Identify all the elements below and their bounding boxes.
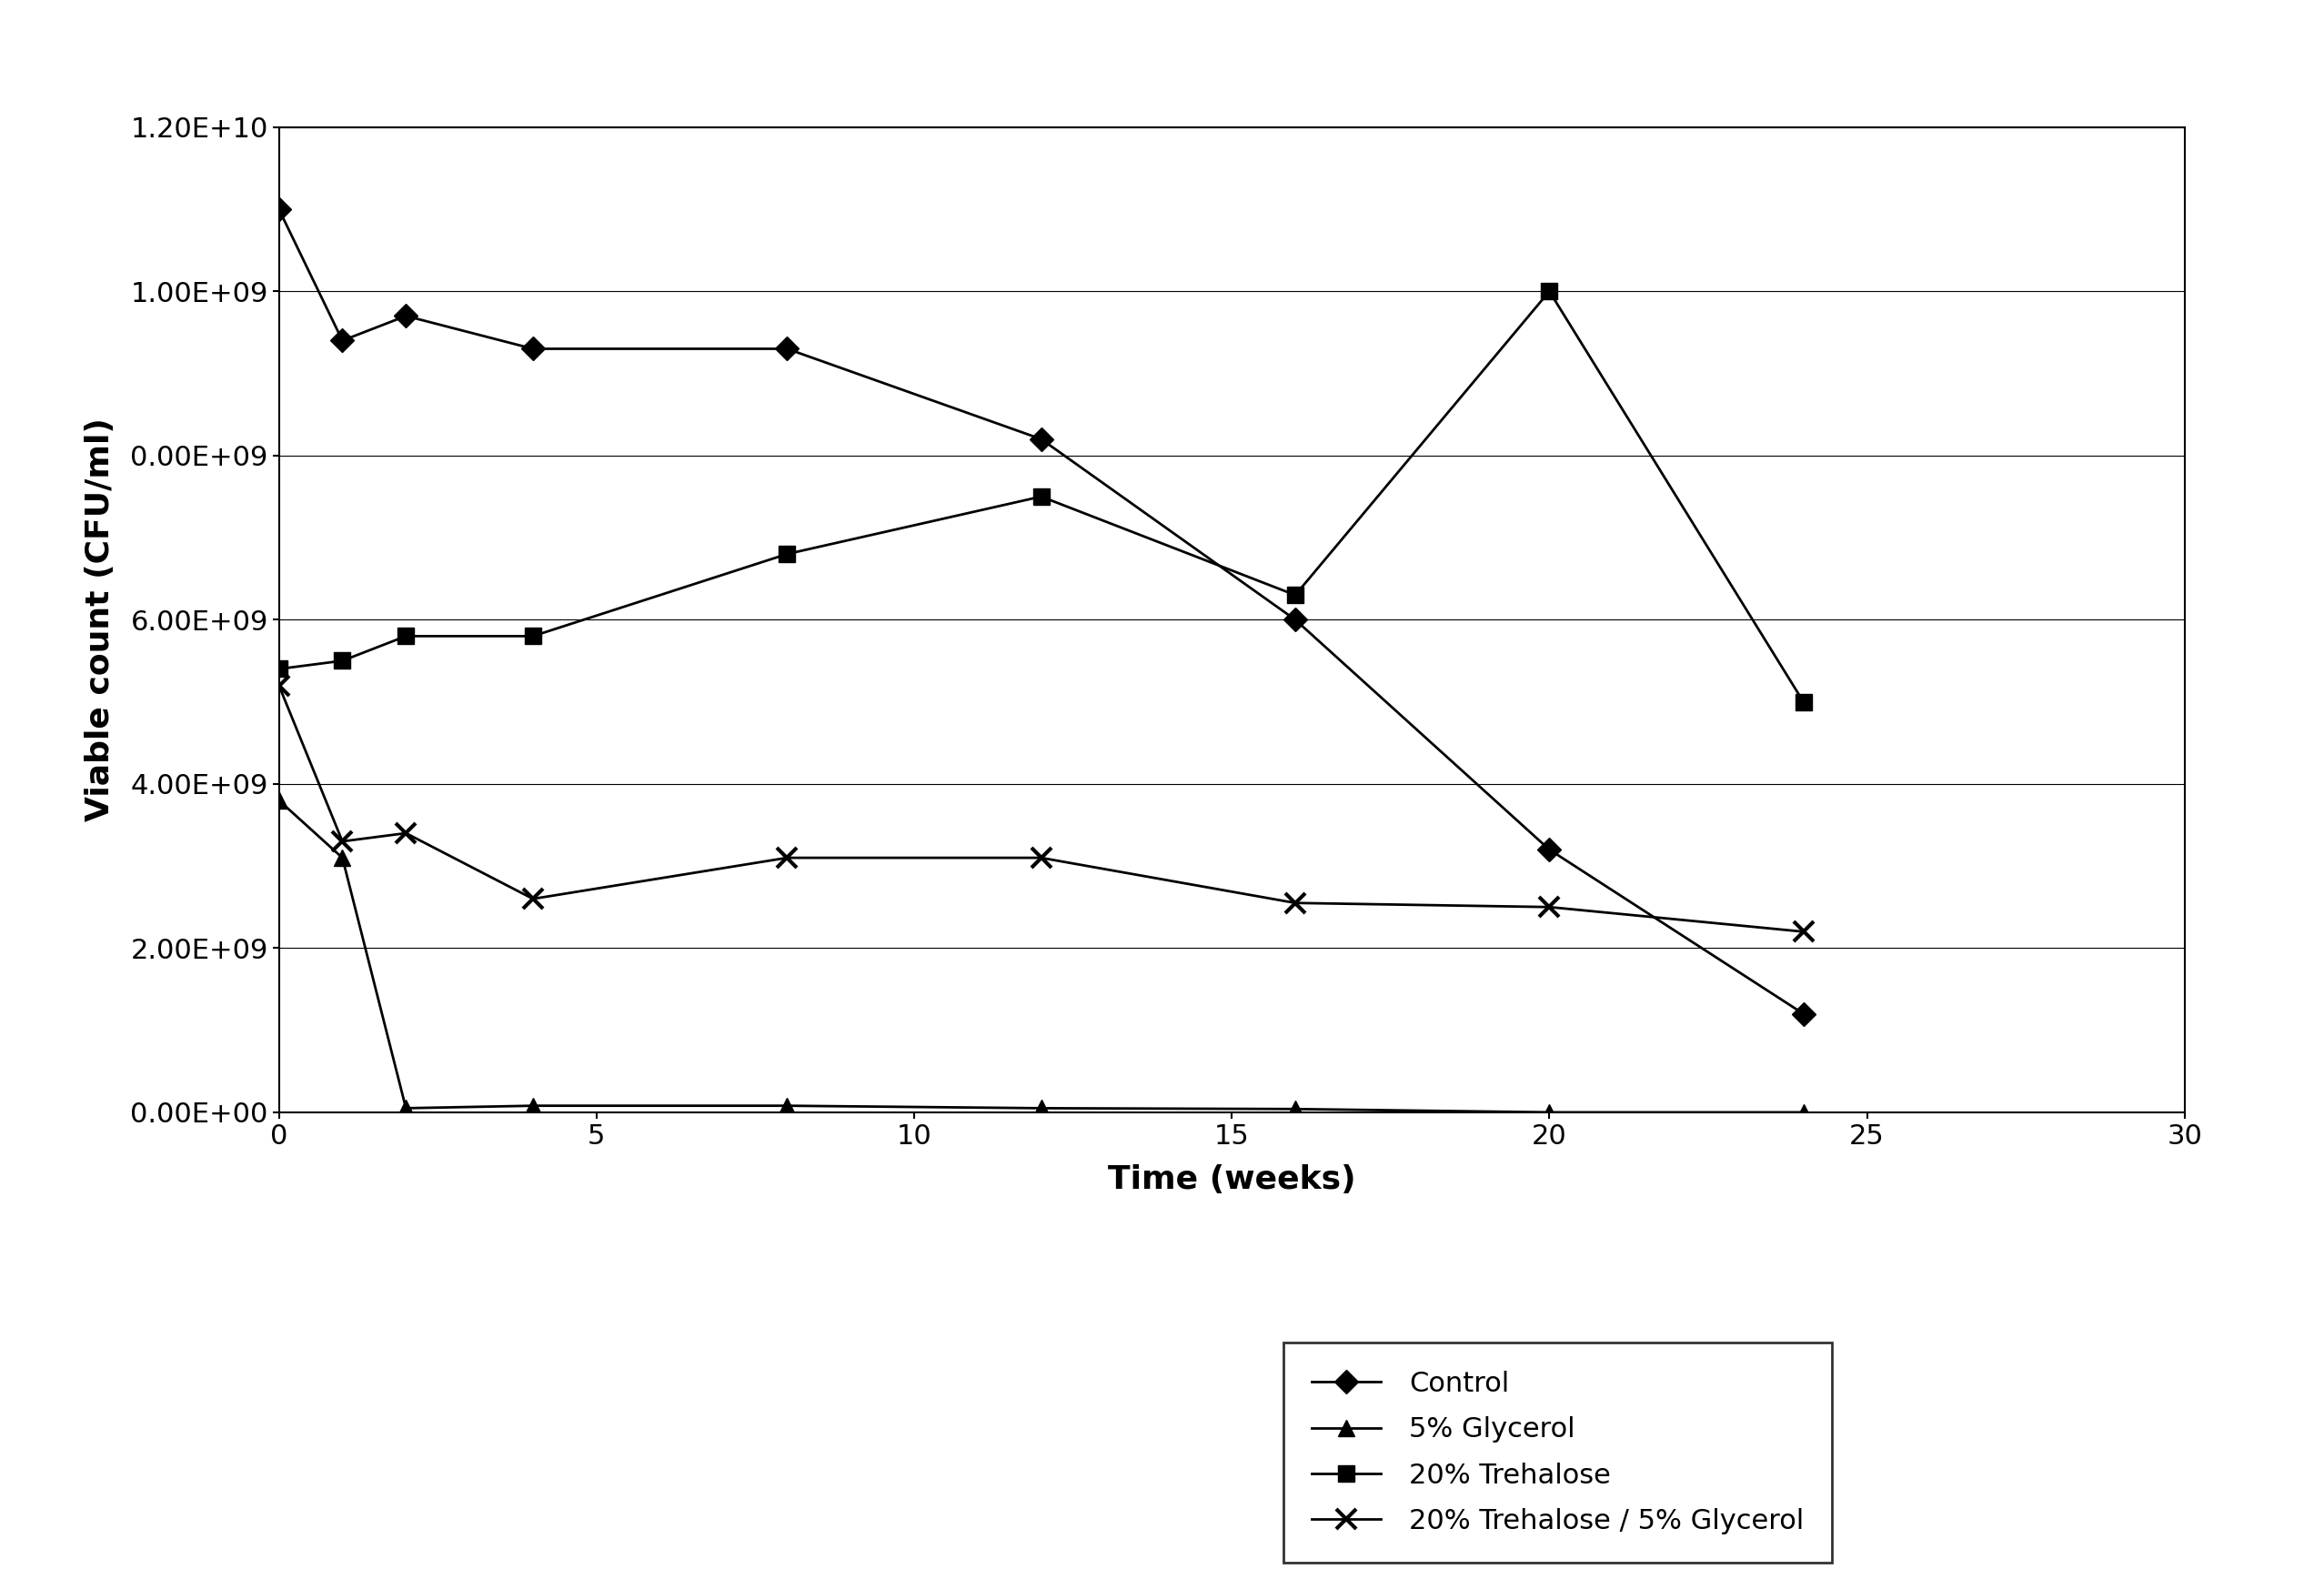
20% Trehalose <box>1027 488 1055 507</box>
Line: 20% Trehalose: 20% Trehalose <box>270 283 1813 710</box>
Control <box>1789 1004 1817 1023</box>
5% Glycerol <box>265 791 293 810</box>
Control <box>393 307 421 326</box>
20% Trehalose <box>1789 693 1817 712</box>
20% Trehalose / 5% Glycerol <box>1789 922 1817 941</box>
20% Trehalose <box>774 545 802 564</box>
5% Glycerol <box>1281 1100 1308 1119</box>
20% Trehalose / 5% Glycerol <box>518 890 546 909</box>
20% Trehalose / 5% Glycerol <box>265 675 293 694</box>
20% Trehalose / 5% Glycerol <box>774 849 802 868</box>
Control <box>1281 610 1308 629</box>
Line: 5% Glycerol: 5% Glycerol <box>270 791 1813 1120</box>
20% Trehalose <box>1536 281 1564 300</box>
Legend: Control, 5% Glycerol, 20% Trehalose, 20% Trehalose / 5% Glycerol: Control, 5% Glycerol, 20% Trehalose, 20%… <box>1283 1343 1831 1562</box>
20% Trehalose / 5% Glycerol <box>1536 898 1564 917</box>
Control <box>774 340 802 359</box>
20% Trehalose / 5% Glycerol <box>1281 893 1308 912</box>
20% Trehalose <box>265 659 293 679</box>
20% Trehalose / 5% Glycerol <box>1027 849 1055 868</box>
Control <box>265 200 293 219</box>
20% Trehalose / 5% Glycerol <box>328 833 356 852</box>
5% Glycerol <box>393 1098 421 1117</box>
5% Glycerol <box>1789 1103 1817 1122</box>
X-axis label: Time (weeks): Time (weeks) <box>1109 1165 1355 1195</box>
Control <box>1536 841 1564 860</box>
20% Trehalose <box>328 651 356 671</box>
Control <box>328 331 356 350</box>
Control <box>1027 429 1055 448</box>
5% Glycerol <box>774 1096 802 1115</box>
20% Trehalose <box>518 626 546 645</box>
5% Glycerol <box>1027 1098 1055 1117</box>
Line: 20% Trehalose / 5% Glycerol: 20% Trehalose / 5% Glycerol <box>270 675 1813 942</box>
Y-axis label: Viable count (CFU/ml): Viable count (CFU/ml) <box>84 418 116 822</box>
Control <box>518 340 546 359</box>
20% Trehalose <box>1281 586 1308 605</box>
20% Trehalose <box>393 626 421 645</box>
Line: Control: Control <box>270 200 1813 1022</box>
20% Trehalose / 5% Glycerol <box>393 823 421 842</box>
5% Glycerol <box>328 849 356 868</box>
5% Glycerol <box>1536 1103 1564 1122</box>
5% Glycerol <box>518 1096 546 1115</box>
